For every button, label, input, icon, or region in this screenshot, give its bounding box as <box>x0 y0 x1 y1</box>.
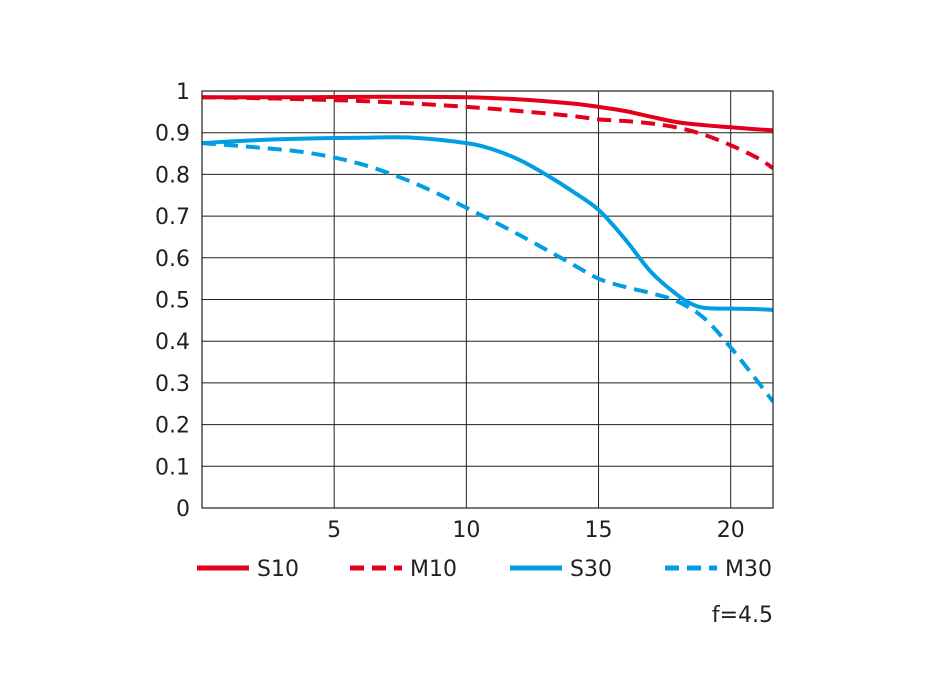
x-tick-label: 15 <box>585 518 613 543</box>
y-tick-label: 0.2 <box>155 414 190 439</box>
y-tick-label: 0.3 <box>155 372 190 397</box>
legend-item-s30: S30 <box>510 557 612 582</box>
y-tick-label: 0.5 <box>155 289 190 314</box>
y-axis-tick-labels: 0 0.1 0.2 0.3 0.4 0.5 0.6 0.7 0.8 0.9 1 <box>155 80 190 522</box>
y-tick-label: 0.6 <box>155 247 190 272</box>
legend-label: S30 <box>570 557 612 582</box>
aperture-annotation: f=4.5 <box>712 603 773 628</box>
legend-label: S10 <box>257 557 299 582</box>
y-tick-label: 0.7 <box>155 205 190 230</box>
x-axis-tick-labels: 5 10 15 20 <box>327 518 745 543</box>
y-tick-label: 0.1 <box>155 455 190 480</box>
legend-item-s10: S10 <box>197 557 299 582</box>
y-tick-label: 0.4 <box>155 330 190 355</box>
series-line-m30 <box>202 141 773 403</box>
plot-frame <box>201 90 774 509</box>
series-line-s10 <box>202 94 773 133</box>
legend-label: M10 <box>410 557 457 582</box>
legend-item-m10: M10 <box>350 557 457 582</box>
x-tick-label: 10 <box>452 518 480 543</box>
series-layer <box>202 94 773 403</box>
legend-item-m30: M30 <box>665 557 772 582</box>
frame-layer <box>201 90 774 509</box>
legend-label: M30 <box>725 557 772 582</box>
series-line-s30 <box>202 135 773 312</box>
x-tick-label: 20 <box>717 518 745 543</box>
y-tick-label: 0 <box>176 497 190 522</box>
legend: S10 M10 S30 M30 <box>197 557 772 582</box>
y-tick-label: 0.8 <box>155 163 190 188</box>
x-tick-label: 5 <box>327 518 341 543</box>
series-line-m10 <box>202 95 773 170</box>
y-tick-label: 0.9 <box>155 122 190 147</box>
y-tick-label: 1 <box>176 80 190 105</box>
